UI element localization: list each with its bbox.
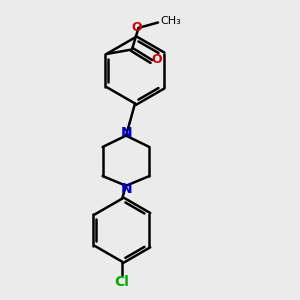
Text: Cl: Cl xyxy=(115,275,130,289)
Text: O: O xyxy=(131,21,142,34)
Text: N: N xyxy=(121,126,133,140)
Text: CH₃: CH₃ xyxy=(160,16,181,26)
Text: N: N xyxy=(121,182,133,196)
Text: O: O xyxy=(152,53,162,67)
